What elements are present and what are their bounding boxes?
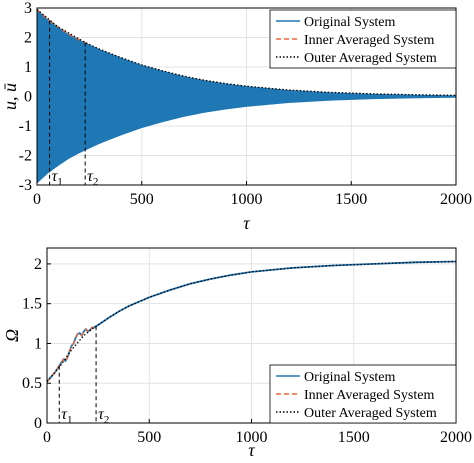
series-original-system: [37, 9, 456, 184]
legend-entry: Original System: [304, 370, 395, 385]
x-axis-label: τ: [248, 440, 255, 460]
x-tick-label: 500: [137, 429, 161, 446]
y-tick-label: 1.5: [22, 296, 42, 313]
y-tick-label: -1: [19, 118, 32, 135]
plot-area: [37, 8, 456, 184]
x-tick-label: 2000: [440, 191, 472, 208]
y-tick-label: 3: [24, 0, 32, 17]
x-tick-label: 1500: [338, 429, 370, 446]
y-axis-label: u, ū: [0, 83, 20, 110]
marker-label-subscript: 1: [67, 414, 73, 426]
legend-entry: Inner Averaged System: [304, 388, 434, 403]
y-tick-label: 0: [34, 415, 42, 432]
y-tick-label: 2: [34, 256, 42, 273]
x-tick-label: 2000: [440, 429, 472, 446]
marker-label-symbol: τ: [61, 406, 68, 423]
legend-entry: Outer Averaged System: [304, 51, 437, 66]
series-inner-averaged: [47, 326, 95, 383]
x-tick-label: 1000: [231, 191, 263, 208]
marker-label-subscript: 1: [57, 176, 63, 188]
marker-label-tau-2: τ2: [87, 168, 98, 188]
y-tick-label: 0.5: [22, 375, 42, 392]
marker-label-tau-1: τ1: [52, 168, 63, 188]
legend-box: [269, 364, 457, 424]
marker-label-symbol: τ: [98, 406, 105, 423]
marker-label-symbol: τ: [52, 168, 59, 185]
marker-label-subscript: 2: [104, 414, 110, 426]
marker-label-tau-2: τ2: [98, 406, 109, 426]
marker-label-subscript: 2: [93, 176, 99, 188]
x-tick-label: 1500: [335, 191, 367, 208]
legend-entry: Original System: [304, 15, 395, 30]
legend: Original System Inner Averaged System Oute…: [269, 9, 457, 69]
x-axis-label: τ: [243, 213, 250, 233]
series-outer-averaged: [37, 8, 456, 96]
y-tick-label: 1: [34, 335, 42, 352]
series-outer-averaged: [47, 260, 456, 383]
x-tick-label: 0: [43, 429, 51, 446]
legend: Original System Inner Averaged System Oute…: [269, 364, 457, 424]
y-tick-label: 0: [24, 89, 32, 106]
y-tick-label: 2: [24, 30, 32, 47]
marker-label-tau-1: τ1: [61, 406, 72, 426]
legend-box: [269, 9, 457, 69]
x-tick-label: 1000: [236, 429, 268, 446]
axes-frame: [46, 247, 457, 424]
axes-frame: [36, 7, 457, 186]
x-tick-label: 0: [33, 191, 41, 208]
y-axis-label: Ω: [2, 329, 22, 342]
x-tick-label: 500: [130, 191, 154, 208]
y-tick-label: -2: [19, 148, 32, 165]
marker-label-symbol: τ: [87, 168, 94, 185]
y-tick-label: 1: [24, 59, 32, 76]
legend-entry: Outer Averaged System: [304, 406, 437, 421]
plot-area: [47, 260, 456, 383]
y-tick-label: -3: [19, 177, 32, 194]
series-original-system: [47, 260, 456, 383]
legend-entry: Inner Averaged System: [304, 33, 434, 48]
